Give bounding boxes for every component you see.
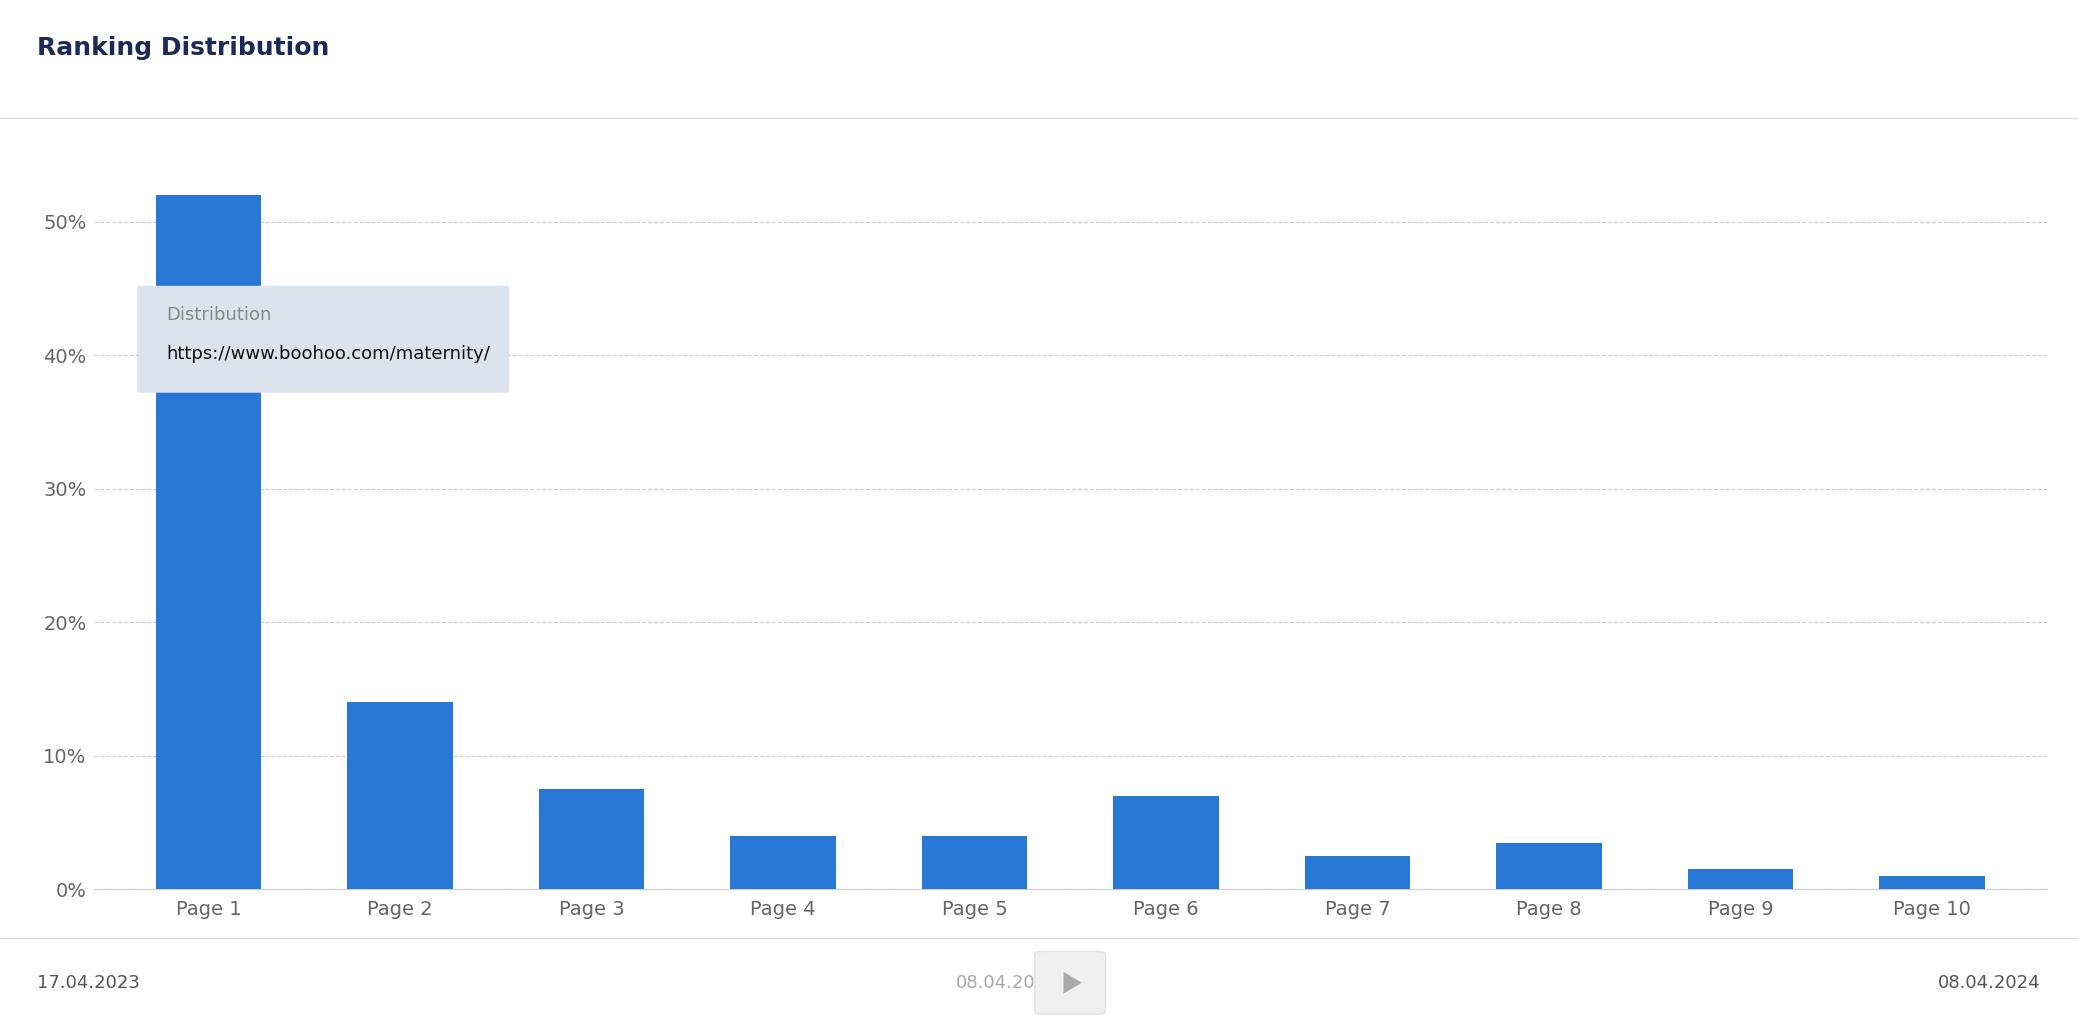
Bar: [923, 836, 1027, 889]
Bar: [729, 836, 835, 889]
Bar: [1305, 856, 1411, 889]
Bar: [1879, 876, 1984, 889]
Text: https://www.boohoo.com/maternity/: https://www.boohoo.com/maternity/: [166, 345, 490, 364]
Text: 08.04.2024: 08.04.2024: [1939, 974, 2041, 992]
Text: Ranking Distribution: Ranking Distribution: [37, 36, 330, 60]
Text: 08.04.2024: 08.04.2024: [956, 974, 1058, 992]
Bar: [347, 702, 453, 889]
Text: Distribution: Distribution: [166, 306, 272, 325]
Text: 17.04.2023: 17.04.2023: [37, 974, 141, 992]
Bar: [156, 195, 262, 889]
Bar: [1687, 870, 1793, 889]
Bar: [1496, 843, 1602, 889]
Bar: [538, 790, 644, 889]
Bar: [1114, 796, 1218, 889]
